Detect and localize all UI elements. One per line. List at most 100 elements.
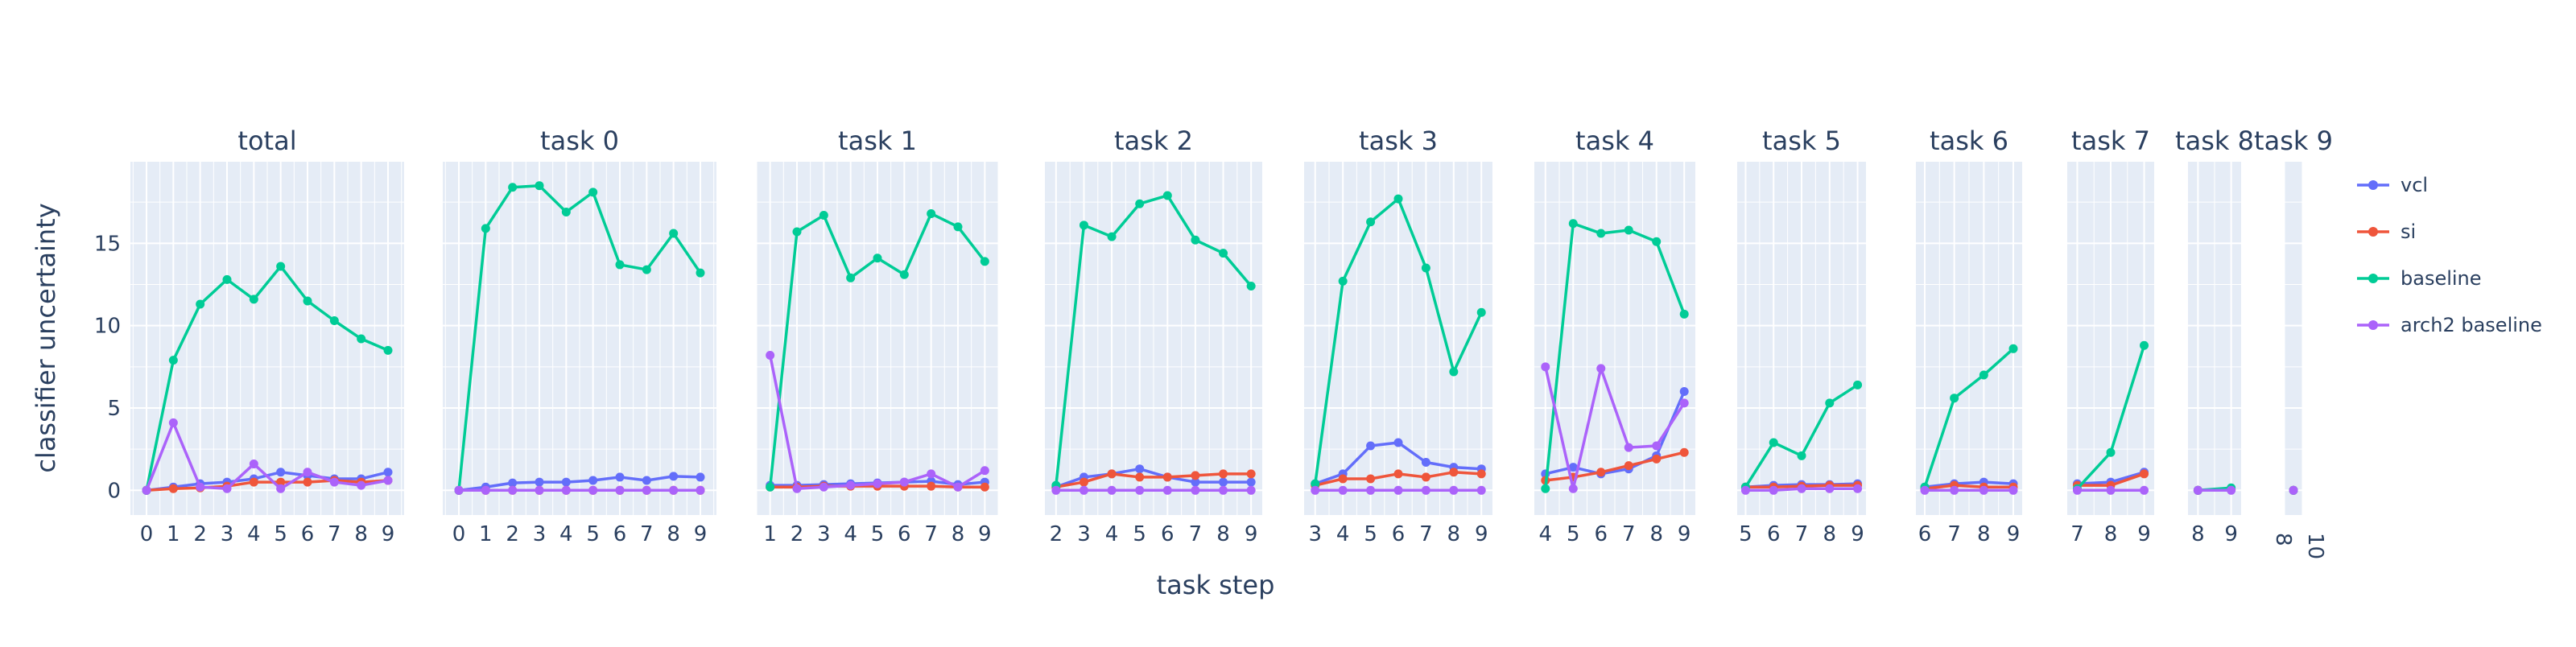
- data-point-arch2-baseline: [1449, 485, 1459, 495]
- x-tick-label: 9: [2224, 522, 2238, 546]
- data-point-arch2-baseline: [819, 482, 828, 492]
- data-point-baseline: [2106, 447, 2116, 457]
- data-point-baseline: [276, 262, 286, 271]
- y-tick-label: 15: [94, 232, 121, 256]
- x-tick-label: 0: [452, 522, 466, 546]
- data-point-baseline: [1950, 394, 1959, 403]
- data-point-arch2-baseline: [454, 485, 464, 495]
- data-point-baseline: [1853, 380, 1863, 389]
- legend-marker: [2368, 274, 2378, 283]
- data-point-baseline: [1191, 235, 1200, 245]
- x-tick-label: 3: [1308, 522, 1322, 546]
- data-point-baseline: [1979, 370, 1988, 380]
- x-tick-label: 8: [667, 522, 680, 546]
- x-tick-label: 6: [1767, 522, 1781, 546]
- data-point-baseline: [2140, 340, 2149, 350]
- y-axis-title: classifier uncertainty: [31, 203, 61, 472]
- series-line-vcl: [1924, 480, 2014, 488]
- data-point-si: [1679, 447, 1689, 457]
- data-point-arch2-baseline: [481, 485, 490, 495]
- data-point-baseline: [1311, 479, 1320, 488]
- data-point-arch2-baseline: [588, 485, 598, 495]
- data-point-vcl: [535, 477, 544, 487]
- data-point-arch2-baseline: [1107, 485, 1117, 495]
- x-tick-label: 10: [2303, 533, 2327, 559]
- data-point-arch2-baseline: [669, 485, 679, 495]
- data-point-arch2-baseline: [1769, 485, 1778, 495]
- x-tick-label: 6: [1594, 522, 1608, 546]
- x-tick-label: 8: [1649, 522, 1663, 546]
- data-point-si: [1596, 468, 1606, 477]
- data-point-baseline: [196, 299, 205, 309]
- x-tick-label: 5: [586, 522, 600, 546]
- data-point-baseline: [561, 207, 571, 216]
- x-tick-label: 7: [1622, 522, 1636, 546]
- data-point-arch2-baseline: [696, 485, 705, 495]
- legend-label: arch2 baseline: [2401, 314, 2542, 336]
- data-point-vcl: [1421, 458, 1430, 468]
- data-point-arch2-baseline: [1920, 485, 1930, 495]
- data-point-baseline: [899, 270, 909, 279]
- data-point-baseline: [819, 211, 828, 220]
- x-tick-label: 9: [1851, 522, 1864, 546]
- x-tick-label: 5: [1739, 522, 1752, 546]
- legend-marker: [2368, 320, 2378, 330]
- legend-item: si: [2357, 220, 2416, 243]
- legend-item: arch2 baseline: [2357, 314, 2542, 336]
- data-point-arch2-baseline: [615, 485, 625, 495]
- data-point-arch2-baseline: [1979, 485, 1988, 495]
- x-tick-label: 2: [1050, 522, 1063, 546]
- data-point-arch2-baseline: [1135, 485, 1145, 495]
- data-point-vcl: [1219, 477, 1228, 487]
- data-point-si: [1449, 468, 1459, 477]
- subplot-title: task 7: [2071, 126, 2150, 156]
- data-point-si: [1107, 469, 1117, 479]
- data-point-arch2-baseline: [1051, 485, 1061, 495]
- series-line-vcl: [458, 475, 701, 492]
- legend: vcl si baseline arch2 baseline: [2357, 174, 2542, 336]
- data-point-baseline: [1476, 307, 1486, 317]
- data-point-arch2-baseline: [1162, 485, 1172, 495]
- data-point-si: [168, 484, 178, 493]
- data-point-arch2-baseline: [329, 477, 339, 487]
- x-tick-label: 7: [924, 522, 938, 546]
- series-line-baseline: [1055, 194, 1253, 486]
- x-tick-label: 9: [382, 522, 395, 546]
- x-tick-label: 8: [354, 522, 368, 546]
- x-tick-label: 9: [1475, 522, 1488, 546]
- x-tick-label: 5: [871, 522, 885, 546]
- data-point-baseline: [980, 257, 989, 266]
- data-point-si: [1393, 469, 1403, 479]
- data-point-arch2-baseline: [899, 477, 909, 487]
- x-tick-label: 8: [2191, 522, 2205, 546]
- data-point-si: [1476, 469, 1486, 479]
- data-point-arch2-baseline: [1740, 485, 1750, 495]
- subplot-task-2: task 2 2 3 4 5 6 7 8 9: [1045, 126, 1262, 546]
- series-line-si: [146, 479, 389, 492]
- data-point-baseline: [846, 273, 856, 282]
- series-line-baseline: [457, 183, 702, 491]
- series-line-arch2-baseline: [1544, 366, 1686, 491]
- x-tick-label: 8: [1447, 522, 1461, 546]
- data-point-arch2-baseline: [2072, 485, 2082, 495]
- subplot-title: task 1: [838, 126, 917, 156]
- x-tick-label: 0: [140, 522, 154, 546]
- data-point-arch2-baseline: [792, 484, 802, 493]
- data-point-arch2-baseline: [1825, 484, 1835, 493]
- data-point-si: [1652, 454, 1662, 464]
- data-point-si: [2140, 469, 2149, 479]
- x-tick-label: 8: [1216, 522, 1230, 546]
- data-point-arch2-baseline: [168, 418, 178, 427]
- legend-marker: [2368, 227, 2378, 237]
- x-tick-label: 9: [978, 522, 992, 546]
- data-point-arch2-baseline: [276, 484, 286, 493]
- data-point-si: [927, 481, 936, 491]
- x-tick-label: 4: [1336, 522, 1350, 546]
- y-tick-label: 10: [94, 315, 121, 339]
- data-point-arch2-baseline: [766, 350, 775, 360]
- data-point-arch2-baseline: [2289, 485, 2298, 495]
- data-point-baseline: [1449, 367, 1459, 377]
- data-point-arch2-baseline: [222, 484, 232, 493]
